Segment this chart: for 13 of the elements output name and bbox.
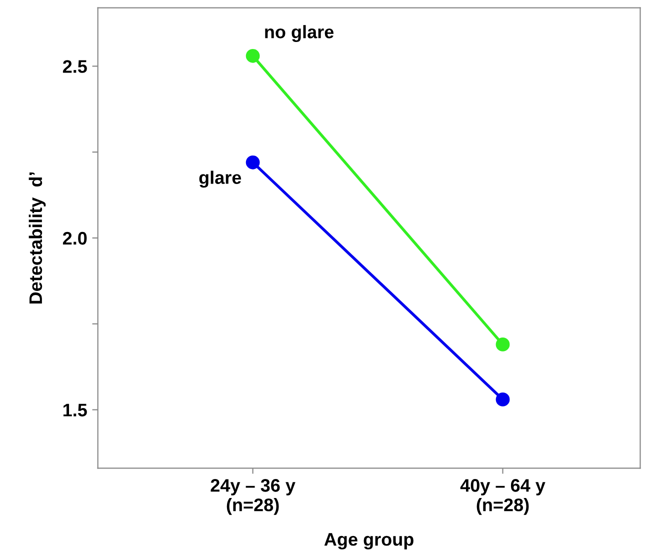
annotation: no glare <box>265 25 334 42</box>
y-tick-label: 2.0 <box>62 232 87 245</box>
annotation: glare <box>199 170 242 188</box>
point <box>496 338 510 352</box>
y-tick-label: 1.5 <box>63 404 87 416</box>
x-tick-label: 24y – 36 y (n=28) <box>210 479 296 515</box>
y-axis-title: Detectability d’ <box>28 172 46 304</box>
x-axis-title: Age group <box>324 533 414 550</box>
point <box>496 392 510 406</box>
y-tick-label: 2.5 <box>62 60 87 73</box>
x-tick-label: 40y – 64 y (n=28) <box>460 479 546 515</box>
point <box>246 155 260 170</box>
point <box>246 48 260 63</box>
